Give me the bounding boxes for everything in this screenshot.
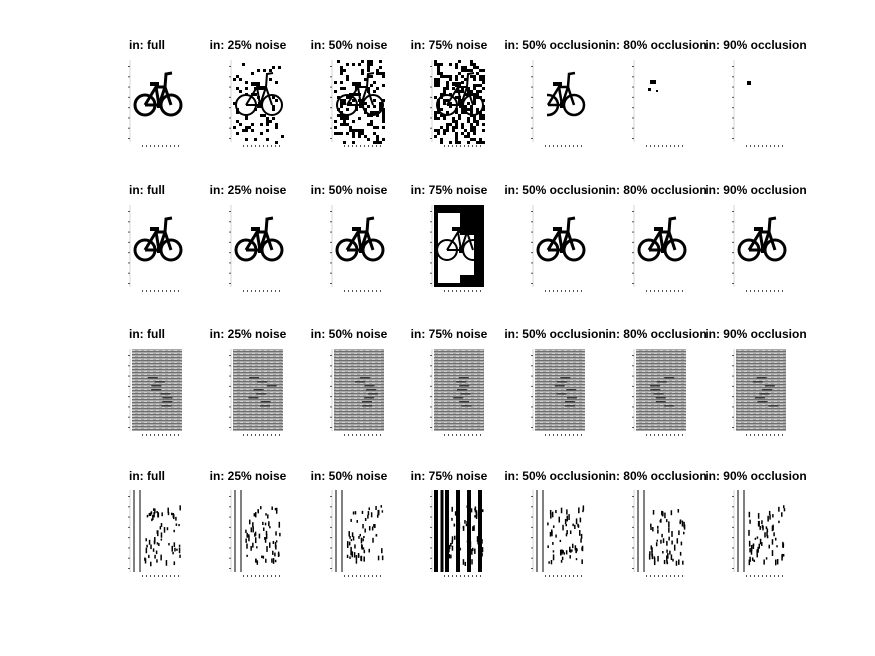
- panel-image: [430, 60, 485, 147]
- panel-r3-c6: in: 80% occlusion: [605, 327, 707, 436]
- panel-r1-c7: in: 90% occlusion: [705, 38, 807, 147]
- panel-image: [732, 490, 786, 577]
- panel-image: [229, 60, 284, 147]
- panel-image: [531, 60, 586, 147]
- panel-title: in: 50% occlusion: [504, 38, 605, 52]
- panel-r3-c2: in: 25% noise: [210, 327, 287, 436]
- panel-image: [632, 60, 683, 147]
- panel-title: in: 25% noise: [210, 469, 287, 483]
- panel-title: in: 80% occlusion: [605, 327, 706, 341]
- panel-image: [531, 349, 585, 436]
- panel-r4-c3: in: 50% noise: [311, 469, 388, 577]
- panel-title: in: full: [129, 38, 165, 52]
- panel-image: [128, 349, 182, 436]
- panel-r2-c3: in: 50% noise: [311, 183, 388, 292]
- panel-image: [229, 205, 284, 292]
- panel-image: [531, 205, 586, 292]
- panel-image: [732, 60, 783, 147]
- panel-r2-c6: in: 80% occlusion: [605, 183, 707, 292]
- panel-title: in: full: [129, 469, 165, 483]
- panel-title: in: 90% occlusion: [705, 469, 806, 483]
- panel-image: [430, 490, 484, 577]
- panel-title: in: 90% occlusion: [705, 183, 806, 197]
- panel-title: in: 50% noise: [311, 38, 388, 52]
- panel-r2-c5: in: 50% occlusion: [504, 183, 606, 292]
- panel-r2-c7: in: 90% occlusion: [705, 183, 807, 292]
- panel-image: [229, 490, 281, 577]
- panel-r4-c6: in: 80% occlusion: [605, 469, 707, 577]
- panel-title: in: full: [129, 183, 165, 197]
- panel-r1-c6: in: 80% occlusion: [605, 38, 707, 147]
- panel-image: [430, 205, 484, 292]
- panel-title: in: 75% noise: [411, 327, 488, 341]
- panel-title: in: 90% occlusion: [705, 38, 806, 52]
- panel-image: [430, 349, 484, 436]
- panel-r3-c3: in: 50% noise: [311, 327, 388, 436]
- panel-r4-c2: in: 25% noise: [210, 469, 287, 577]
- panel-image: [531, 490, 585, 577]
- panel-r2-c4: in: 75% noise: [411, 183, 488, 292]
- panel-r1-c1: in: full: [128, 38, 183, 147]
- panel-title: in: 80% occlusion: [605, 38, 706, 52]
- panel-title: in: 25% noise: [210, 183, 287, 197]
- panel-r2-c1: in: full: [128, 183, 183, 292]
- panel-image: [732, 205, 787, 292]
- panel-r4-c4: in: 75% noise: [411, 469, 488, 577]
- panel-title: in: 50% noise: [311, 183, 388, 197]
- panel-title: in: 50% noise: [311, 469, 388, 483]
- panel-title: in: 50% noise: [311, 327, 388, 341]
- panel-image: [632, 490, 686, 577]
- panel-r3-c4: in: 75% noise: [411, 327, 488, 436]
- panel-title: in: 25% noise: [210, 327, 287, 341]
- panel-title: in: full: [129, 327, 165, 341]
- panel-title: in: 25% noise: [210, 38, 287, 52]
- panel-title: in: 75% noise: [411, 183, 488, 197]
- panel-image: [330, 490, 384, 577]
- panel-image: [632, 349, 686, 436]
- panel-image: [229, 349, 283, 436]
- panel-image: [632, 205, 687, 292]
- panel-r4-c7: in: 90% occlusion: [705, 469, 807, 577]
- panel-image: [128, 205, 183, 292]
- panel-image: [330, 205, 385, 292]
- panel-r4-c5: in: 50% occlusion: [504, 469, 606, 577]
- panel-r1-c5: in: 50% occlusion: [504, 38, 606, 147]
- panel-title: in: 90% occlusion: [705, 327, 806, 341]
- panel-r3-c7: in: 90% occlusion: [705, 327, 807, 436]
- panel-r1-c4: in: 75% noise: [411, 38, 488, 147]
- panel-title: in: 50% occlusion: [504, 183, 605, 197]
- panel-r1-c2: in: 25% noise: [210, 38, 287, 147]
- panel-r4-c1: in: full: [128, 469, 181, 577]
- panel-image: [330, 60, 385, 147]
- panel-title: in: 80% occlusion: [605, 469, 706, 483]
- panel-title: in: 75% noise: [411, 469, 488, 483]
- panel-title: in: 50% occlusion: [504, 327, 605, 341]
- panel-r2-c2: in: 25% noise: [210, 183, 287, 292]
- panel-r3-c5: in: 50% occlusion: [504, 327, 606, 436]
- panel-title: in: 50% occlusion: [504, 469, 605, 483]
- panel-image: [732, 349, 786, 436]
- panel-r3-c1: in: full: [128, 327, 182, 436]
- panel-image: [128, 490, 181, 577]
- image-grid: in: full in: 25% noise in: 50% noise in: 75…: [128, 38, 807, 577]
- panel-image: [330, 349, 384, 436]
- panel-image: [128, 60, 183, 147]
- panel-r1-c3: in: 50% noise: [311, 38, 388, 147]
- panel-title: in: 80% occlusion: [605, 183, 706, 197]
- panel-title: in: 75% noise: [411, 38, 488, 52]
